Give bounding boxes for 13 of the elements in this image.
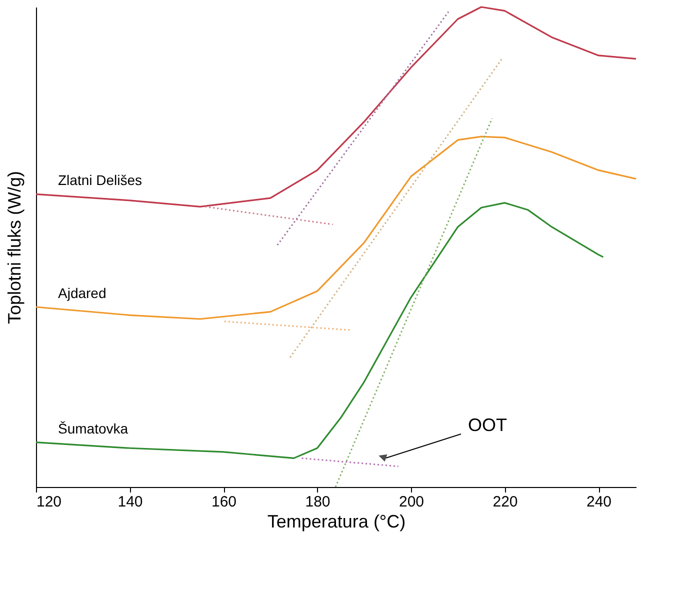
x-tick-label: 200 (398, 494, 424, 510)
y-axis-title: Toplotni fluks (W/g) (4, 170, 24, 324)
x-tick-label: 220 (492, 494, 518, 510)
x-tick-label: 160 (211, 494, 237, 510)
series-label: Zlatni Delišes (58, 172, 142, 188)
x-tick-label: 120 (36, 494, 62, 510)
x-axis-title: Temperatura (°C) (267, 512, 406, 532)
annotation: OOT (468, 415, 507, 435)
series-label: Ajdared (58, 285, 106, 301)
series-label: Šumatovka (58, 420, 128, 436)
x-tick-label: 180 (305, 494, 330, 510)
x-tick-label: 240 (586, 494, 612, 510)
x-tick-label: 140 (118, 494, 143, 510)
